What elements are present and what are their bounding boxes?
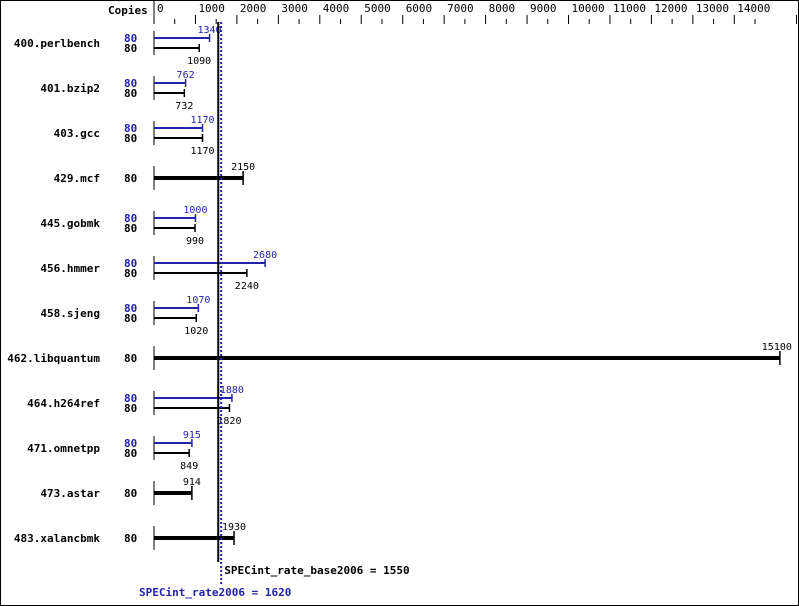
benchmark-label: 445.gobmk — [40, 217, 100, 230]
benchmark-label: 429.mcf — [54, 172, 100, 185]
base-value-label: 1090 — [187, 56, 211, 67]
base-value-label: 2240 — [235, 281, 259, 292]
base-value-label: 15100 — [762, 342, 792, 353]
x-tick-label: 3000 — [281, 2, 308, 15]
base-value-label: 1930 — [222, 522, 246, 533]
x-tick-label: 6000 — [406, 2, 433, 15]
base-copies: 80 — [124, 352, 137, 365]
base-copies: 80 — [124, 172, 137, 185]
peak-value-label: 1340 — [197, 25, 221, 36]
base-copies: 80 — [124, 267, 137, 280]
benchmark-label: 403.gcc — [54, 127, 100, 140]
base-copies: 80 — [124, 532, 137, 545]
benchmark-label: 462.libquantum — [7, 352, 100, 365]
base-value-label: 2150 — [231, 162, 255, 173]
x-tick-label: 4000 — [323, 2, 350, 15]
peak-value-label: 2680 — [253, 250, 277, 261]
peak-value-label: 762 — [177, 70, 195, 81]
peak-value-label: 1070 — [186, 295, 210, 306]
base-value-label: 1170 — [190, 146, 214, 157]
peak-value-label: 1880 — [220, 385, 244, 396]
peak-copies: 80 — [124, 257, 137, 270]
base-copies: 80 — [124, 42, 137, 55]
peak-copies: 80 — [124, 32, 137, 45]
benchmark-label: 483.xalancbmk — [14, 532, 100, 545]
base-copies: 80 — [124, 132, 137, 145]
benchmark-label: 458.sjeng — [40, 307, 100, 320]
x-tick-label: 2000 — [240, 2, 267, 15]
x-tick-label: 10000 — [572, 2, 605, 15]
benchmark-label: 401.bzip2 — [40, 82, 100, 95]
base-copies: 80 — [124, 447, 137, 460]
base-value-label: 914 — [183, 477, 201, 488]
base-value-label: 849 — [180, 461, 198, 472]
x-tick-label: 5000 — [364, 2, 391, 15]
x-tick-label: 7000 — [447, 2, 474, 15]
base-copies: 80 — [124, 487, 137, 500]
x-tick-label: 1000 — [198, 2, 225, 15]
x-tick-label: 13000 — [696, 2, 729, 15]
base-copies: 80 — [124, 312, 137, 325]
base-copies: 80 — [124, 222, 137, 235]
benchmark-label: 473.astar — [40, 487, 100, 500]
benchmark-label: 464.h264ref — [27, 397, 100, 410]
peak-value-label: 1170 — [190, 115, 214, 126]
benchmark-label: 471.omnetpp — [27, 442, 100, 455]
base-value-label: 1820 — [217, 416, 241, 427]
base-value-label: 732 — [175, 101, 193, 112]
peak-copies: 80 — [124, 437, 137, 450]
peak-copies: 80 — [124, 392, 137, 405]
base-copies: 80 — [124, 87, 137, 100]
base-value-label: 990 — [186, 236, 204, 247]
x-tick-label: 14000 — [737, 2, 770, 15]
x-tick-label: 0 — [157, 2, 164, 15]
copies-header: Copies — [108, 4, 148, 17]
x-tick-label: 8000 — [489, 2, 515, 15]
base-summary-label: SPECint_rate_base2006 = 1550 — [224, 564, 409, 577]
x-tick-label: 11000 — [613, 2, 646, 15]
peak-summary-label: SPECint_rate2006 = 1620 — [139, 586, 291, 599]
x-tick-label: 12000 — [654, 2, 687, 15]
peak-value-label: 1000 — [183, 205, 207, 216]
peak-copies: 80 — [124, 212, 137, 225]
peak-copies: 80 — [124, 77, 137, 90]
base-copies: 80 — [124, 402, 137, 415]
peak-copies: 80 — [124, 302, 137, 315]
peak-copies: 80 — [124, 122, 137, 135]
base-value-label: 1020 — [184, 326, 208, 337]
peak-value-label: 915 — [183, 430, 201, 441]
benchmark-label: 456.hmmer — [40, 262, 100, 275]
x-tick-label: 9000 — [530, 2, 557, 15]
benchmark-label: 400.perlbench — [14, 37, 100, 50]
